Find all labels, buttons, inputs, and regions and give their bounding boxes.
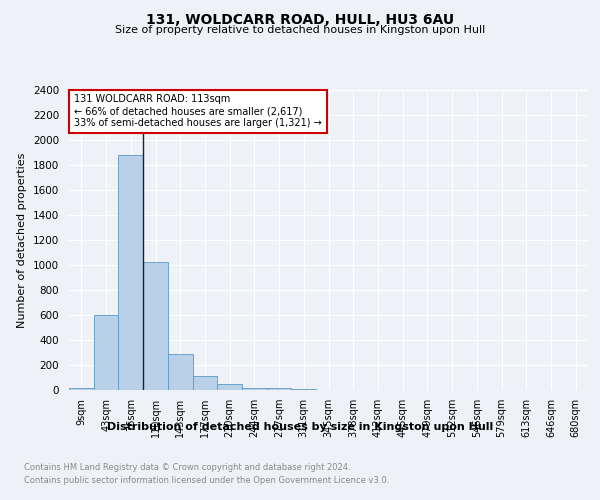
Bar [193, 376, 217, 390]
Bar [267, 388, 292, 390]
Text: 131, WOLDCARR ROAD, HULL, HU3 6AU: 131, WOLDCARR ROAD, HULL, HU3 6AU [146, 12, 454, 26]
Bar [69, 388, 94, 390]
Y-axis label: Number of detached properties: Number of detached properties [17, 152, 28, 328]
Bar [168, 354, 193, 390]
Text: Distribution of detached houses by size in Kingston upon Hull: Distribution of detached houses by size … [107, 422, 493, 432]
Bar [242, 388, 267, 390]
Bar [118, 155, 143, 390]
Text: Contains HM Land Registry data © Crown copyright and database right 2024.: Contains HM Land Registry data © Crown c… [24, 462, 350, 471]
Text: 131 WOLDCARR ROAD: 113sqm
← 66% of detached houses are smaller (2,617)
33% of se: 131 WOLDCARR ROAD: 113sqm ← 66% of detac… [74, 94, 322, 128]
Text: Contains public sector information licensed under the Open Government Licence v3: Contains public sector information licen… [24, 476, 389, 485]
Bar [94, 315, 118, 390]
Bar [217, 384, 242, 390]
Bar [143, 262, 168, 390]
Text: Size of property relative to detached houses in Kingston upon Hull: Size of property relative to detached ho… [115, 25, 485, 35]
